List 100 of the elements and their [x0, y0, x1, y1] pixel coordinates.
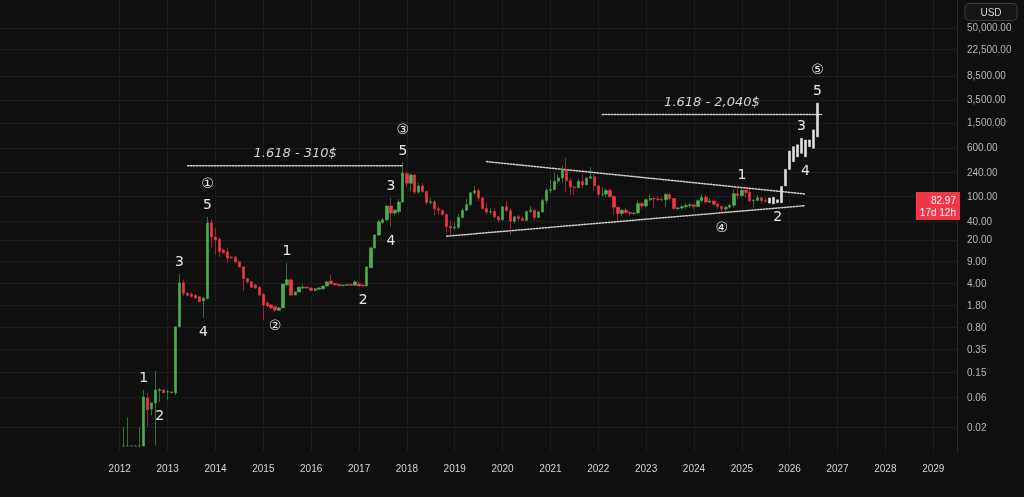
y-tick-label: 600.00: [967, 142, 999, 154]
candlestick: [736, 185, 739, 200]
candlestick: [565, 157, 568, 192]
x-tick-label: 2016: [300, 462, 323, 474]
x-tick-label: 2027: [826, 462, 850, 474]
candlestick: [732, 188, 736, 209]
candlestick: [429, 197, 432, 205]
y-axis-title: USD: [980, 6, 1002, 18]
candlestick: [760, 197, 763, 204]
candlestick: [289, 278, 293, 297]
candlestick: [154, 370, 157, 447]
candlestick: [345, 283, 349, 286]
candlestick: [688, 202, 692, 208]
y-tick-label: 1.80: [967, 299, 987, 311]
candlestick: [513, 215, 516, 224]
candlestick: [234, 255, 237, 264]
x-tick-label: 2022: [587, 462, 610, 474]
candlestick: [226, 247, 229, 264]
y-tick-label: 22,500.00: [967, 44, 1012, 56]
annotation: 3: [175, 252, 184, 269]
annotation: 1: [139, 368, 149, 385]
candlestick: [409, 173, 413, 192]
candlestick: [636, 200, 640, 214]
candlestick: [301, 283, 305, 290]
candlestick: [321, 285, 325, 290]
annotation: 2: [358, 291, 368, 308]
y-tick-label: 4.00: [967, 278, 987, 290]
annotation: 82.97 17d 12h: [919, 194, 957, 218]
series-label: 1.618 - 2,040$: [664, 94, 760, 110]
candlestick: [357, 281, 361, 287]
candlestick: [744, 187, 748, 199]
candlestick: [329, 274, 333, 286]
candlestick: [126, 416, 129, 447]
candlestick: [708, 198, 711, 204]
candlestick: [146, 392, 149, 428]
candlestick: [712, 199, 716, 206]
x-tick-label: 2015: [252, 462, 275, 474]
annotation: 1: [282, 241, 292, 258]
y-tick-label: 1,500.00: [967, 117, 1007, 129]
y-tick-label: 8,500.00: [967, 70, 1007, 82]
candlestick: [493, 207, 496, 219]
candlestick: [620, 208, 624, 217]
annotation: 2: [155, 407, 165, 424]
candlestick: [325, 280, 329, 287]
y-tick-label: 50,000.00: [967, 22, 1012, 34]
candlestick: [142, 389, 145, 447]
annotation: 5: [398, 141, 408, 158]
x-tick-label: 2025: [730, 462, 754, 474]
candlestick: [804, 139, 807, 158]
candlestick: [525, 210, 528, 222]
candlestick: [716, 202, 719, 210]
annotation: 2: [773, 207, 783, 224]
y-tick-label: 9.00: [967, 256, 987, 268]
x-tick-label: 2023: [635, 462, 658, 474]
candlestick: [772, 197, 775, 205]
candlestick: [309, 286, 313, 292]
x-tick-label: 2020: [491, 462, 515, 474]
candlestick: [652, 196, 656, 209]
y-tick-label: 0.15: [967, 367, 987, 379]
candlestick: [273, 305, 277, 313]
candlestick: [269, 303, 273, 310]
y-tick-label: 3,500.00: [967, 94, 1007, 106]
annotation: 3: [386, 176, 396, 193]
candlestick: [748, 188, 751, 203]
candlestick: [122, 426, 125, 447]
x-tick-label: 2014: [204, 462, 228, 474]
annotation: 5: [813, 82, 822, 99]
candlestick: [341, 283, 345, 287]
y-tick-label: 100.00: [967, 190, 999, 202]
candlestick: [561, 164, 564, 183]
candlestick: [581, 173, 584, 189]
candlestick: [405, 170, 409, 188]
candlestick: [692, 203, 696, 210]
candlestick: [337, 283, 341, 287]
y-tick-label: 40.00: [967, 215, 993, 227]
annotation: ③: [396, 120, 410, 137]
annotation: ④: [715, 219, 729, 236]
candlestick: [672, 197, 676, 211]
candlestick: [704, 194, 708, 205]
candlestick: [752, 198, 755, 208]
candlestick: [740, 186, 744, 198]
candlestick: [162, 389, 165, 394]
candlestick: [190, 291, 193, 298]
candlestick: [768, 197, 771, 204]
candlestick: [521, 215, 524, 222]
candlestick: [664, 193, 668, 208]
annotation: 3: [797, 117, 806, 134]
candlestick: [445, 213, 448, 234]
y-tick-label: 0.02: [967, 421, 987, 433]
y-tick-label: 0.35: [967, 344, 987, 356]
candlestick: [501, 205, 504, 221]
x-tick-label: 2024: [682, 462, 706, 474]
candlestick: [250, 280, 253, 289]
candlestick: [353, 280, 357, 286]
candlestick: [720, 206, 723, 215]
y-tick-label: 0.80: [967, 321, 987, 333]
candlestick: [349, 283, 353, 287]
candlestick: [385, 204, 389, 222]
annotation: ①: [201, 174, 214, 191]
candlestick: [533, 208, 536, 221]
